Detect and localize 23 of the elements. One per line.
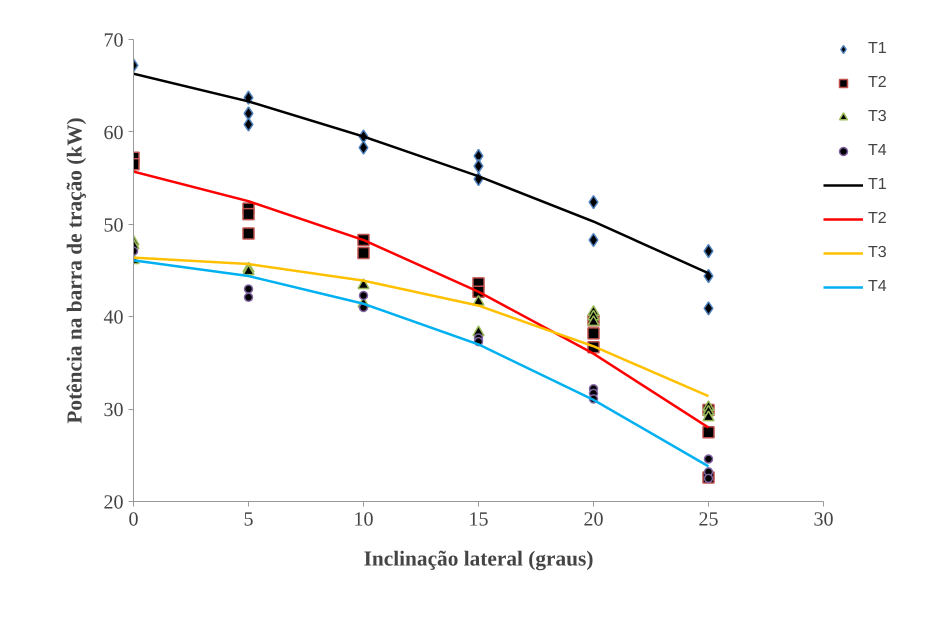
legend-label: T3 (868, 108, 888, 126)
legend-label: T2 (868, 210, 888, 228)
x-tick-label: 10 (354, 508, 374, 530)
x-axis-title: Inclinação lateral (graus) (364, 546, 594, 570)
legend-label: T1 (868, 176, 888, 194)
y-tick-label: 40 (104, 306, 124, 329)
legend-label: T4 (868, 278, 888, 296)
x-tick-label: 15 (468, 508, 488, 530)
x-tick-label: 25 (698, 508, 718, 530)
y-tick-label: 20 (104, 492, 124, 514)
x-tick-label: 5 (244, 508, 254, 530)
y-tick-label: 30 (104, 399, 124, 422)
y-tick-label: 60 (104, 122, 124, 144)
legend-label: T4 (868, 142, 888, 160)
x-tick-label: 30 (814, 508, 834, 530)
y-tick-label: 50 (104, 214, 124, 236)
legend-label: T3 (868, 244, 888, 262)
legend-label: T2 (868, 74, 888, 92)
x-tick-label: 20 (584, 508, 604, 530)
y-axis-title: Potência na barra de tração (kW) (62, 117, 86, 424)
y-tick-label: 70 (104, 30, 124, 52)
legend-label: T1 (868, 40, 888, 58)
x-tick-label: 0 (128, 508, 138, 530)
